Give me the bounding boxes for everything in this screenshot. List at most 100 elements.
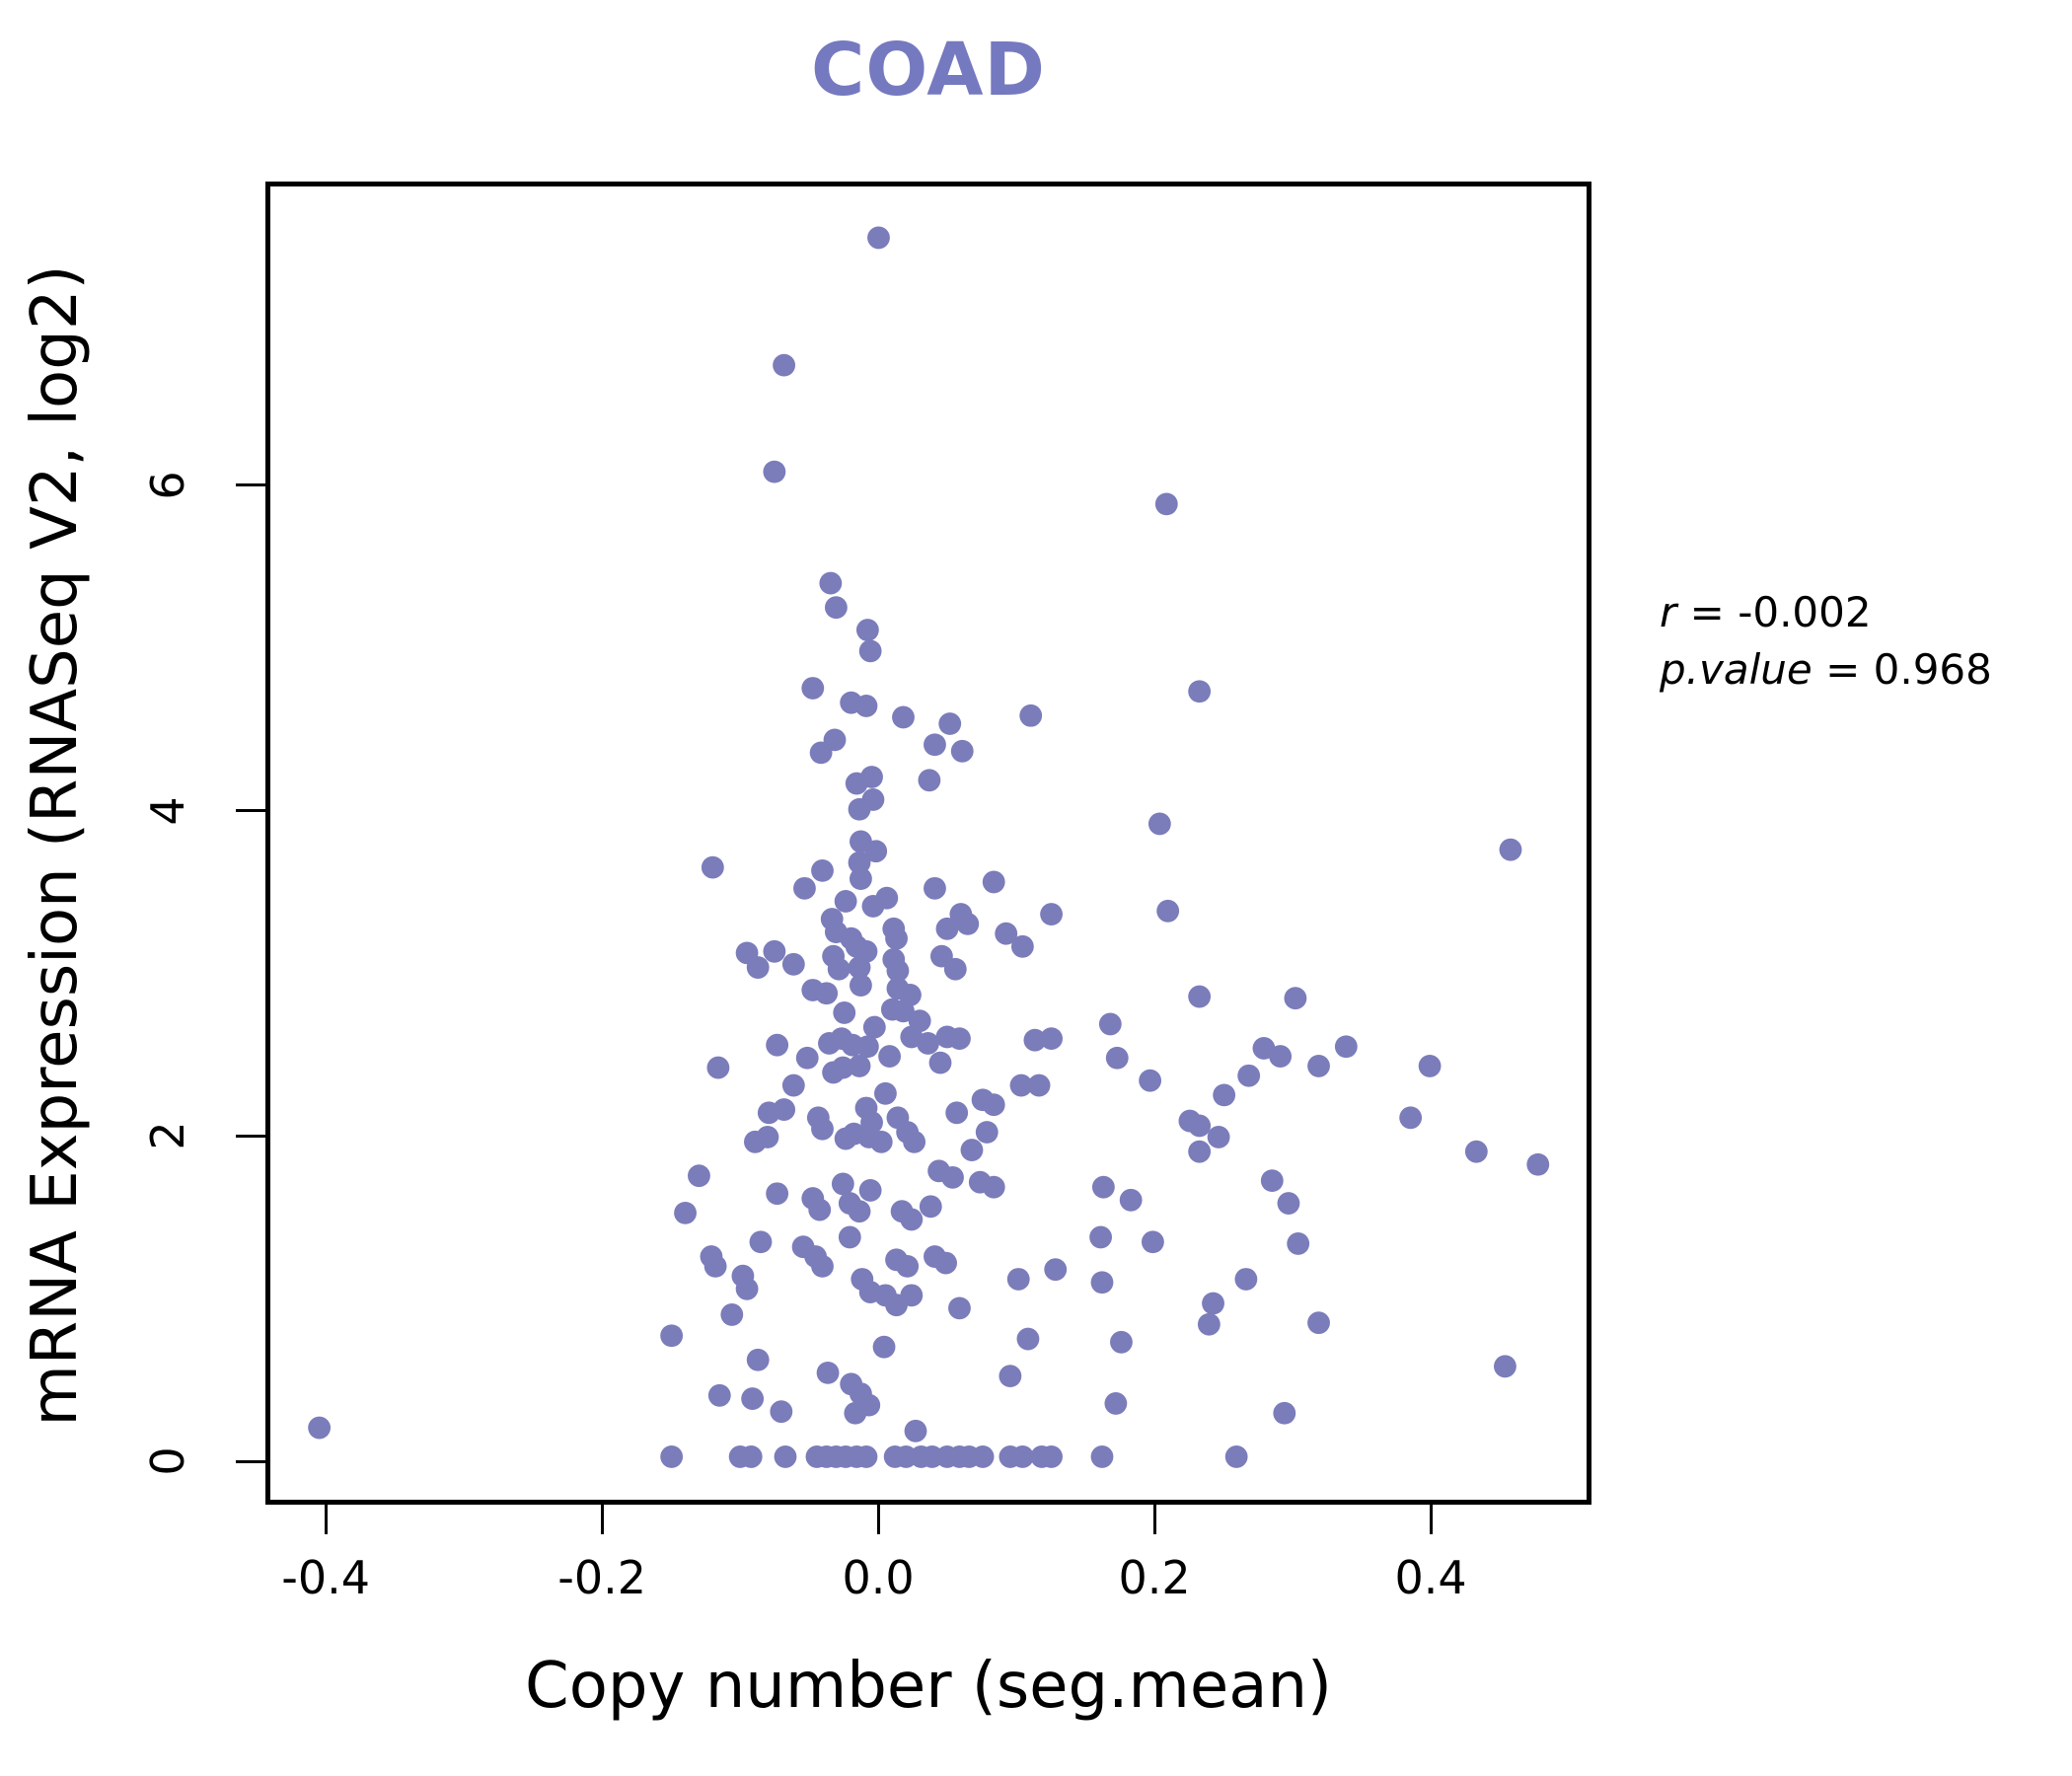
scatter-point (1027, 1073, 1051, 1097)
scatter-point (960, 1139, 984, 1161)
scatter-point (900, 1208, 924, 1231)
scatter-point (861, 895, 885, 918)
scatter-point (770, 1400, 793, 1424)
scatter-point (746, 1348, 770, 1371)
scatter-point (982, 870, 1005, 894)
scatter-point (1089, 1225, 1113, 1249)
scatter-point (1273, 1401, 1296, 1425)
scatter-point (1040, 1027, 1063, 1051)
scatter-point (982, 1175, 1005, 1199)
scatter-point (885, 926, 908, 950)
p-value-line: p.value = 0.968 (1660, 641, 1992, 699)
scatter-point (956, 912, 980, 935)
scatter-point (1156, 899, 1180, 923)
scatter-point (1526, 1152, 1550, 1176)
scatter-point (975, 1121, 999, 1144)
scatter-point (941, 1165, 964, 1189)
scatter-point (860, 766, 883, 788)
scatter-point (982, 1093, 1005, 1117)
y-tick-label: 2 (141, 1121, 194, 1150)
scatter-point (741, 1387, 765, 1410)
scatter-point (858, 639, 882, 663)
scatter-point (815, 982, 839, 1005)
r-label: r (1660, 588, 1677, 636)
scatter-point (948, 1027, 971, 1051)
chart-title: COAD (811, 28, 1046, 112)
equals-sign: = (1812, 644, 1874, 694)
scatter-point (1494, 1355, 1517, 1378)
scatter-point (918, 769, 941, 792)
scatter-point (1104, 1392, 1128, 1415)
scatter-point (1154, 492, 1178, 516)
r-value: -0.002 (1738, 588, 1872, 636)
scatter-point (872, 1335, 896, 1359)
scatter-points-layer (308, 226, 1550, 1468)
scatter-point (848, 797, 871, 821)
scatter-point (766, 1182, 789, 1206)
x-axis-tick (600, 1505, 604, 1534)
y-axis-tick (236, 809, 265, 813)
scatter-point (707, 1383, 731, 1407)
x-axis-tick (876, 1505, 880, 1534)
scatter-point (903, 1130, 926, 1153)
scatter-point (919, 1195, 942, 1219)
correlation-annotation: r = -0.002 p.value = 0.968 (1660, 584, 1992, 699)
scatter-point (1202, 1292, 1224, 1315)
equals-sign: = (1676, 588, 1739, 636)
scatter-point (811, 1254, 834, 1278)
r-value-line: r = -0.002 (1660, 584, 1992, 641)
scatter-point (838, 1225, 861, 1249)
scatter-point (854, 695, 878, 717)
scatter-point (773, 353, 796, 377)
scatter-point (811, 1117, 834, 1141)
scatter-point (739, 1445, 763, 1468)
scatter-point (824, 596, 848, 620)
x-tick-label: 0.0 (842, 1551, 915, 1604)
scatter-point (1188, 985, 1212, 1008)
scatter-point (735, 1277, 759, 1300)
scatter-point (862, 1015, 886, 1039)
p-value: 0.968 (1873, 644, 1992, 694)
scatter-point (935, 917, 959, 940)
scatter-point (766, 1033, 789, 1057)
scatter-point (943, 957, 967, 981)
scatter-point (971, 1445, 995, 1468)
scatter-point (816, 1361, 840, 1384)
scatter-point (892, 705, 915, 729)
scatter-point (854, 1445, 878, 1468)
scatter-point (999, 1365, 1022, 1388)
scatter-point (703, 1254, 727, 1278)
scatter-point (867, 226, 890, 250)
scatter-point (1188, 1114, 1212, 1138)
scatter-point (945, 1101, 969, 1125)
scatter-point (773, 1098, 796, 1121)
scatter-point (1418, 1054, 1442, 1077)
scatter-point (900, 1284, 924, 1307)
x-tick-label: 0.4 (1394, 1551, 1467, 1604)
scatter-point (701, 855, 724, 879)
scatter-point (1090, 1271, 1114, 1295)
scatter-point (763, 939, 786, 963)
scatter-point (1141, 1230, 1164, 1254)
scatter-point (1098, 1012, 1122, 1036)
scatter-point (1237, 1064, 1261, 1087)
scatter-point (1040, 903, 1063, 925)
scatter-point (1499, 838, 1522, 861)
scatter-point (831, 1056, 854, 1079)
scatter-point (1019, 703, 1043, 727)
scatter-point (781, 1073, 805, 1097)
scatter-point (831, 1172, 854, 1196)
scatter-point (1044, 1258, 1068, 1282)
x-tick-label: 0.2 (1118, 1551, 1191, 1604)
scatter-point (855, 619, 879, 641)
scatter-point (924, 876, 946, 900)
scatter-point (801, 677, 825, 700)
scatter-point (1334, 1035, 1358, 1059)
scatter-point (948, 1296, 971, 1320)
scatter-point (858, 1179, 882, 1202)
scatter-point (1010, 934, 1034, 958)
scatter-point (1110, 1330, 1133, 1354)
scatter-point (793, 876, 816, 900)
scatter-point (874, 1081, 897, 1105)
